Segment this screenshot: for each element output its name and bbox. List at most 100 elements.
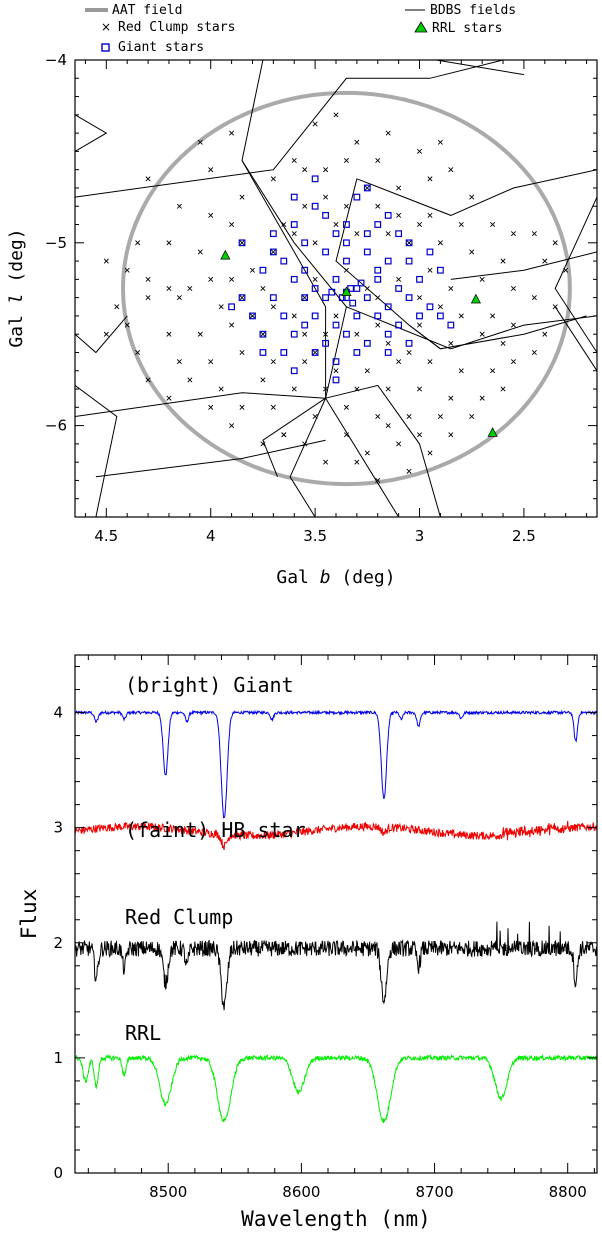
giant-point	[384, 303, 392, 311]
red-clump-point	[260, 377, 266, 383]
giant-point	[349, 299, 357, 307]
red-clump-point	[354, 386, 360, 392]
red-clump-point	[354, 231, 360, 237]
red-clump-point	[135, 349, 141, 355]
red-clump-point	[114, 304, 120, 310]
red-clump-point	[385, 231, 391, 237]
red-clump-point	[479, 276, 485, 282]
x-tick-label: 3.5	[303, 527, 327, 545]
legend-rrl-marker	[414, 21, 428, 33]
bdbs-field-edge	[554, 196, 597, 353]
red-clump-point	[270, 359, 276, 365]
red-clump-point	[145, 176, 151, 182]
red-clump-point	[375, 203, 381, 209]
red-clump-point	[103, 258, 109, 264]
giant-point	[363, 184, 371, 192]
spectrum-line	[75, 820, 597, 851]
red-clump-point	[229, 423, 235, 429]
giant-point	[437, 312, 444, 320]
giant-point	[374, 275, 382, 283]
red-clump-point	[260, 441, 266, 447]
spectrum-label: (bright) Giant	[125, 673, 294, 697]
red-clump-point	[417, 322, 423, 328]
red-clump-point	[312, 349, 318, 355]
giant-point	[280, 312, 288, 320]
y-tick-label: 0	[53, 1164, 63, 1182]
red-clump-point	[343, 404, 349, 410]
giant-point	[290, 275, 298, 283]
giant-point	[395, 285, 403, 292]
red-clump-point	[323, 331, 329, 337]
x-tick-label: 4.5	[94, 527, 118, 545]
red-clump-point	[312, 276, 318, 282]
red-clump-point	[343, 267, 349, 273]
red-clump-point	[270, 176, 276, 182]
bottom-y-axis-label: Flux	[17, 889, 41, 940]
giant-point	[269, 294, 277, 302]
giant-point	[301, 239, 309, 247]
bdbs-field-edge	[436, 60, 524, 76]
red-clump-point	[458, 222, 464, 228]
bdbs-field-edge	[241, 60, 295, 244]
giant-point	[332, 275, 340, 283]
red-clump-point	[323, 194, 329, 200]
red-clump-point	[229, 276, 235, 282]
bdbs-field-edge	[75, 315, 128, 354]
giant-point	[269, 230, 277, 238]
red-clump-point	[469, 413, 475, 419]
top-plot-frame	[74, 59, 598, 518]
giant-point	[238, 294, 246, 302]
red-clump-point	[302, 167, 308, 173]
red-clump-point	[490, 222, 496, 228]
red-clump-point	[500, 258, 506, 264]
red-clump-point	[166, 240, 172, 246]
red-clump-point	[542, 258, 548, 264]
red-clump-point	[312, 240, 318, 246]
spectra-panel: 8500 8600 8700 8800 0 1 2 3 4 (bright) Giant (fai…	[17, 654, 598, 1231]
red-clump-point	[417, 432, 423, 438]
giant-point	[290, 367, 298, 375]
bdbs-field-edge	[325, 397, 400, 517]
y-tick-label: 3	[53, 819, 63, 837]
red-clump-point	[542, 331, 548, 337]
red-clump-point	[281, 222, 287, 228]
red-clump-point	[375, 413, 381, 419]
giant-point	[290, 221, 298, 228]
red-clump-point	[197, 249, 203, 255]
red-clump-point	[437, 413, 443, 419]
spectrum-label: Red Clump	[125, 905, 233, 929]
bdbs-field-edge	[75, 114, 108, 152]
giant-point	[384, 257, 392, 265]
red-clump-point	[396, 185, 402, 191]
top-x-axis-label: Gal b (deg)	[276, 567, 395, 588]
red-clump-point	[375, 477, 381, 483]
x-tick-label: 4	[206, 527, 216, 545]
giant-point	[343, 239, 350, 247]
red-clump-point	[354, 331, 360, 337]
giant-point	[416, 275, 423, 283]
red-clump-point	[302, 441, 308, 447]
red-clump-point	[145, 377, 151, 383]
red-clump-point	[531, 231, 537, 237]
giant-point	[301, 266, 309, 274]
x-tick-label: 3	[415, 527, 425, 545]
bdbs-field-edge	[325, 384, 441, 517]
giant-point	[332, 376, 340, 384]
y-tick-label: −5	[45, 234, 67, 252]
red-clump-point	[479, 395, 485, 401]
red-clump-point	[490, 368, 496, 374]
red-clump-point	[427, 212, 433, 218]
red-clump-point	[469, 249, 475, 255]
red-clump-point	[417, 386, 423, 392]
red-clump-point	[510, 285, 516, 292]
red-clump-point	[145, 276, 151, 282]
red-clump-point	[197, 139, 203, 145]
red-clump-point	[385, 386, 391, 392]
red-clump-point	[510, 231, 516, 237]
red-clump-point	[510, 322, 516, 328]
legend-giant-label: Giant stars	[118, 40, 204, 55]
red-clump-point	[323, 386, 329, 392]
top-y-axis-label: Gal l (deg)	[6, 228, 27, 347]
bottom-x-axis-label: Wavelength (nm)	[241, 1207, 431, 1231]
red-clump-point	[385, 340, 391, 346]
